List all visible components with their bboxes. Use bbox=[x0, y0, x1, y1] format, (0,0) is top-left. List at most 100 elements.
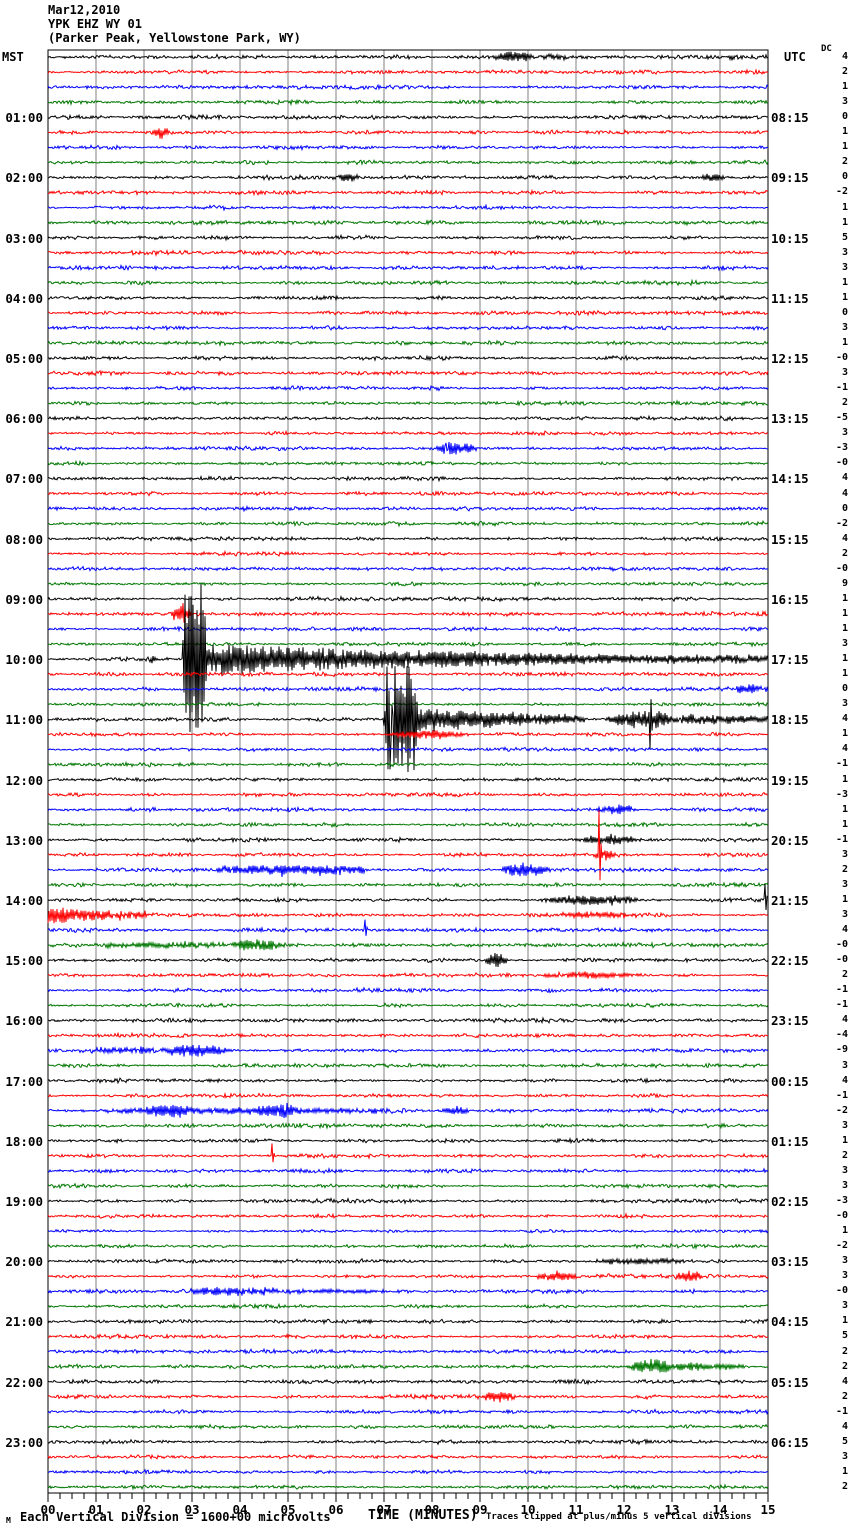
seismo-trace-row-43 bbox=[47, 701, 769, 708]
seismo-trace-row-85 bbox=[47, 1333, 769, 1340]
utc-hour-label: 20:15 bbox=[771, 832, 809, 848]
dc-offset-value: 0 bbox=[841, 171, 848, 183]
plot-station: YPK EHZ WY 01 bbox=[48, 17, 142, 31]
mst-hour-label: 19:00 bbox=[5, 1194, 43, 1209]
dc-offset-value: 5 bbox=[841, 1330, 848, 1342]
dc-offset-value: 4 bbox=[841, 532, 848, 544]
scale-note: Each Vertical Division = 1600+00 microvo… bbox=[20, 1510, 331, 1524]
utc-hour-label: 14:15 bbox=[771, 471, 809, 487]
dc-offset-value: 3 bbox=[841, 638, 848, 650]
minute-tick-label: 06 bbox=[328, 1502, 344, 1517]
seismo-trace-row-37 bbox=[47, 603, 769, 623]
utc-hour-label: 17:15 bbox=[771, 652, 809, 668]
seismo-trace-row-2 bbox=[47, 83, 769, 91]
dc-offset-value: -2 bbox=[835, 1104, 848, 1116]
dc-offset-value: -1 bbox=[835, 758, 848, 770]
dc-offset-value: -0 bbox=[835, 939, 848, 951]
seismo-trace-row-74 bbox=[47, 1167, 769, 1175]
minute-tick-label: 05 bbox=[280, 1502, 296, 1517]
dc-offset-value: -0 bbox=[835, 1210, 848, 1222]
seismo-trace-row-20 bbox=[47, 354, 769, 362]
seismo-trace-row-73 bbox=[47, 1143, 769, 1163]
dc-offset-value: 1 bbox=[841, 668, 848, 680]
seismo-trace-row-5 bbox=[47, 128, 769, 139]
seismo-trace-row-59 bbox=[47, 939, 769, 951]
utc-hour-label: 10:15 bbox=[771, 230, 809, 246]
seismo-trace-row-53 bbox=[47, 810, 769, 881]
seismo-trace-row-84 bbox=[47, 1317, 769, 1326]
dc-offset-value: 3 bbox=[841, 909, 848, 920]
mst-hour-label: 16:00 bbox=[5, 1013, 43, 1029]
minute-tick-label: 15 bbox=[760, 1502, 776, 1517]
seismo-trace-row-44 bbox=[47, 666, 769, 773]
seismo-trace-row-79 bbox=[47, 1242, 769, 1250]
mst-hour-label: 12:00 bbox=[5, 772, 43, 788]
seismo-trace-row-23 bbox=[47, 399, 769, 407]
dc-offset-value: -3 bbox=[835, 788, 848, 800]
dc-offset-value: 1 bbox=[841, 773, 848, 785]
seismo-trace-row-57 bbox=[47, 907, 769, 924]
seismo-trace-row-42 bbox=[47, 684, 769, 694]
utc-hour-label: 19:15 bbox=[771, 772, 809, 788]
seismo-trace-row-81 bbox=[47, 1270, 769, 1282]
dc-offset-value: 0 bbox=[841, 111, 848, 123]
mst-hour-label: 21:00 bbox=[5, 1314, 43, 1330]
seismo-trace-row-67 bbox=[47, 1062, 769, 1070]
minute-tick-label: 13 bbox=[664, 1502, 680, 1517]
dc-offset-value: 1 bbox=[841, 201, 848, 213]
dc-offset-value: 4 bbox=[841, 1074, 848, 1086]
mst-hour-label: 11:00 bbox=[5, 712, 43, 728]
seismo-trace-row-12 bbox=[47, 233, 769, 242]
mst-hour-label: 18:00 bbox=[5, 1133, 43, 1149]
seismo-trace-row-63 bbox=[47, 1002, 769, 1009]
utc-hour-label: 22:15 bbox=[771, 953, 809, 969]
seismo-trace-row-86 bbox=[47, 1347, 769, 1355]
seismo-trace-row-38 bbox=[47, 625, 769, 633]
mst-hour-label: 08:00 bbox=[5, 531, 43, 547]
utc-hour-label: 12:15 bbox=[771, 351, 809, 367]
utc-hour-label: 05:15 bbox=[771, 1374, 809, 1390]
seismo-trace-row-68 bbox=[47, 1077, 769, 1085]
utc-hour-label: 02:15 bbox=[771, 1194, 809, 1209]
mst-hour-label: 05:00 bbox=[5, 351, 43, 367]
dc-offset-value: -0 bbox=[835, 562, 848, 574]
dc-offset-value: 2 bbox=[841, 1345, 848, 1357]
dc-offset-value: -1 bbox=[835, 382, 848, 394]
seismo-trace-row-70 bbox=[48, 1102, 769, 1119]
dc-offset-value: 1 bbox=[841, 126, 848, 138]
dc-offset-value: -0 bbox=[835, 352, 848, 364]
seismo-trace-row-94 bbox=[48, 1468, 769, 1476]
dc-offset-value: -1 bbox=[835, 1089, 848, 1101]
seismo-trace-row-76 bbox=[47, 1197, 769, 1205]
dc-offset-value: 2 bbox=[841, 863, 848, 875]
utc-hour-label: 00:15 bbox=[771, 1073, 809, 1089]
dc-offset-value: -2 bbox=[835, 1240, 848, 1252]
utc-hour-label: 23:15 bbox=[771, 1013, 809, 1029]
utc-hour-label: 01:15 bbox=[771, 1133, 809, 1149]
seismo-trace-row-24 bbox=[47, 414, 769, 422]
seismo-trace-row-16 bbox=[47, 294, 769, 302]
seismo-trace-row-80 bbox=[47, 1256, 769, 1266]
seismo-trace-row-19 bbox=[47, 339, 769, 347]
seismo-trace-row-51 bbox=[47, 821, 769, 829]
mst-hour-label: 01:00 bbox=[5, 110, 43, 126]
dc-offset-value: 2 bbox=[841, 969, 848, 981]
dc-offset-header: DC bbox=[821, 44, 832, 54]
seismo-trace-row-17 bbox=[47, 309, 769, 317]
seismo-trace-row-25 bbox=[48, 429, 769, 437]
seismo-trace-row-47 bbox=[47, 760, 769, 769]
mst-hour-label: 09:00 bbox=[5, 591, 43, 607]
seismo-trace-row-48 bbox=[47, 776, 769, 784]
seismo-trace-row-35 bbox=[47, 581, 769, 588]
dc-offset-value: 1 bbox=[841, 728, 848, 740]
minute-tick-label: 14 bbox=[712, 1502, 728, 1517]
mst-hour-label: 14:00 bbox=[5, 892, 43, 908]
seismo-trace-row-7 bbox=[47, 159, 769, 166]
dc-offset-value: 3 bbox=[841, 1164, 848, 1176]
dc-offset-value: 4 bbox=[841, 1014, 848, 1026]
minute-tick-label: 10 bbox=[520, 1502, 536, 1517]
dc-offset-value: 1 bbox=[841, 607, 848, 619]
dc-offset-value: 1 bbox=[841, 141, 848, 153]
seismo-trace-row-69 bbox=[47, 1091, 769, 1099]
